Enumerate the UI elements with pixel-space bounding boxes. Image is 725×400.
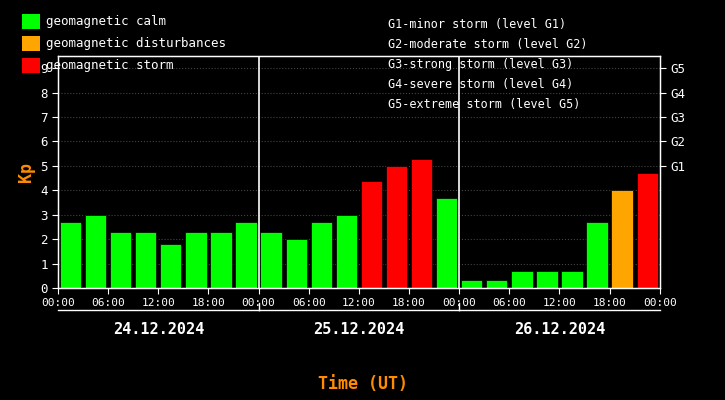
Bar bbox=[336, 215, 357, 288]
Text: 25.12.2024: 25.12.2024 bbox=[313, 322, 405, 338]
Bar bbox=[60, 222, 81, 288]
Text: G1-minor storm (level G1): G1-minor storm (level G1) bbox=[388, 18, 566, 31]
Text: geomagnetic calm: geomagnetic calm bbox=[46, 15, 166, 28]
Y-axis label: Kp: Kp bbox=[17, 162, 35, 182]
Bar bbox=[135, 232, 157, 288]
Bar bbox=[461, 280, 482, 288]
Bar bbox=[637, 173, 658, 288]
Bar bbox=[286, 239, 307, 288]
Bar bbox=[361, 180, 382, 288]
Bar bbox=[411, 158, 432, 288]
Bar bbox=[186, 232, 207, 288]
Bar bbox=[85, 215, 107, 288]
Text: G2-moderate storm (level G2): G2-moderate storm (level G2) bbox=[388, 38, 587, 51]
Bar bbox=[386, 166, 407, 288]
Text: geomagnetic disturbances: geomagnetic disturbances bbox=[46, 37, 225, 50]
Bar bbox=[511, 271, 532, 288]
Bar bbox=[587, 222, 608, 288]
Text: G3-strong storm (level G3): G3-strong storm (level G3) bbox=[388, 58, 573, 71]
Bar bbox=[110, 232, 131, 288]
Text: 26.12.2024: 26.12.2024 bbox=[514, 322, 605, 338]
Text: Time (UT): Time (UT) bbox=[318, 375, 407, 393]
Bar bbox=[486, 280, 507, 288]
Bar bbox=[236, 222, 257, 288]
Text: 24.12.2024: 24.12.2024 bbox=[112, 322, 204, 338]
Text: G5-extreme storm (level G5): G5-extreme storm (level G5) bbox=[388, 98, 580, 111]
Bar bbox=[210, 232, 231, 288]
Bar bbox=[436, 198, 457, 288]
Text: G4-severe storm (level G4): G4-severe storm (level G4) bbox=[388, 78, 573, 91]
Bar bbox=[310, 222, 332, 288]
Bar bbox=[611, 190, 633, 288]
Bar bbox=[260, 232, 282, 288]
Bar bbox=[536, 271, 558, 288]
Bar bbox=[561, 271, 583, 288]
Text: geomagnetic storm: geomagnetic storm bbox=[46, 59, 173, 72]
Bar bbox=[160, 244, 181, 288]
